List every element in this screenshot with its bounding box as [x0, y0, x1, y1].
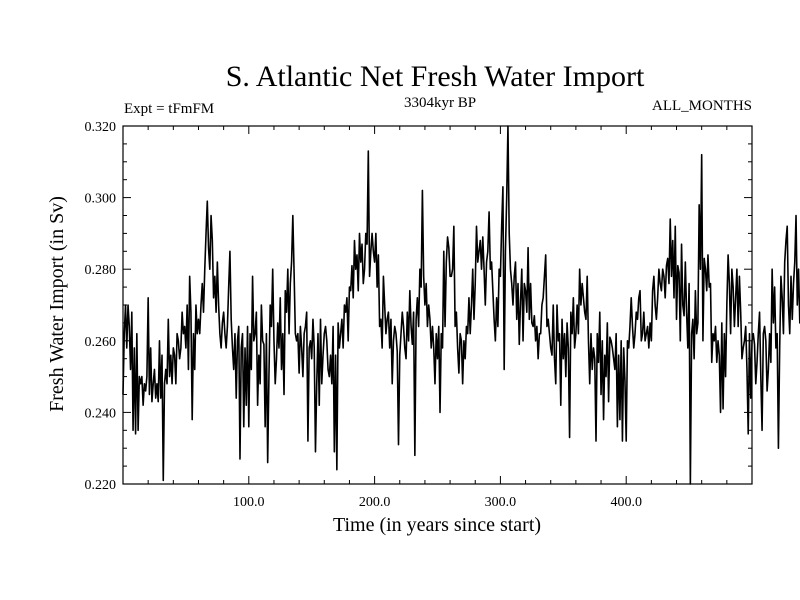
y-tick-label: 0.320 [85, 120, 117, 135]
y-tick-label: 0.220 [85, 478, 117, 493]
plot-area [122, 125, 800, 485]
x-tick-label: 300.0 [485, 495, 517, 510]
x-axis-label: Time (in years since start) [333, 514, 541, 536]
chart-subtitle-center: 3304kyr BP [404, 95, 476, 111]
y-tick-label: 0.300 [85, 192, 117, 207]
x-tick-label: 200.0 [359, 495, 391, 510]
data-series-line [122, 125, 800, 485]
chart-title: S. Atlantic Net Fresh Water Import [226, 60, 645, 93]
x-tick-label: 100.0 [233, 495, 265, 510]
x-axis: 100.0 200.0 300.0 400.0 [147, 126, 728, 510]
y-tick-label: 0.260 [85, 335, 117, 350]
x-tick-label: 400.0 [610, 495, 642, 510]
y-axis-label: Fresh Water Import (in Sv) [46, 196, 68, 412]
y-tick-label: 0.240 [85, 406, 117, 421]
y-axis: 0.220 0.240 0.260 0.280 0.300 0.320 [85, 120, 752, 493]
chart-subtitle-right: ALL_MONTHS [652, 98, 752, 114]
chart-subtitle-left: Expt = tFmFM [124, 101, 214, 117]
y-tick-label: 0.280 [85, 263, 117, 278]
